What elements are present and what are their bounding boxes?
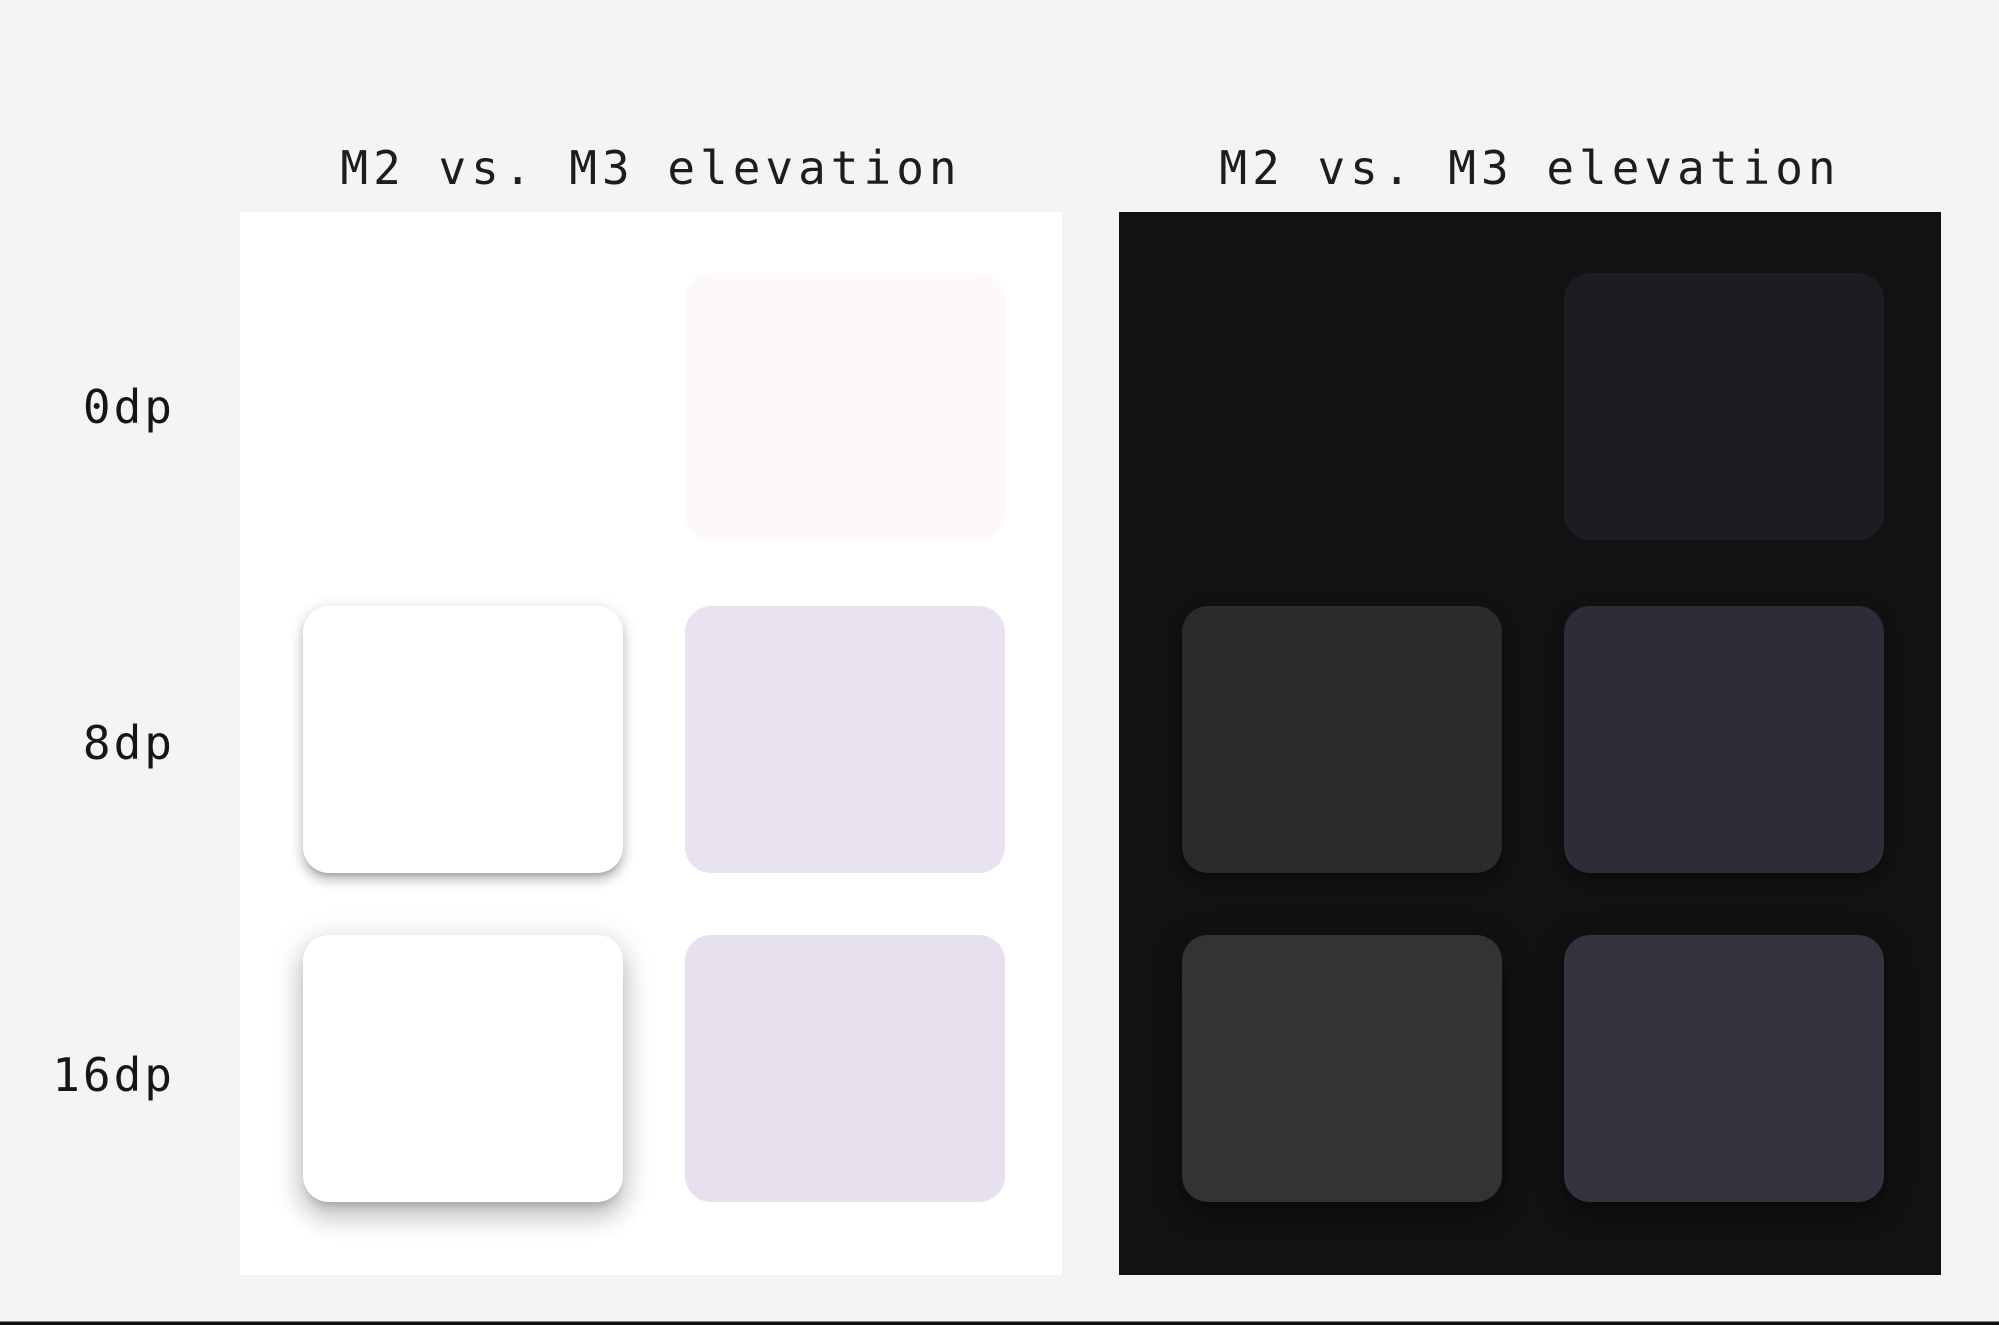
row-label-16dp: 16dp bbox=[52, 1048, 175, 1102]
row-label-0dp: 0dp bbox=[82, 380, 175, 434]
card-dark-m3-8dp bbox=[1564, 606, 1884, 873]
card-dark-m2-0dp bbox=[1182, 273, 1502, 540]
card-dark-m2-16dp bbox=[1182, 935, 1502, 1202]
dark-theme-title-line1: M2 vs. M3 elevation bbox=[1219, 141, 1841, 195]
light-theme-panel bbox=[240, 212, 1062, 1275]
card-light-m2-16dp bbox=[303, 935, 623, 1202]
bottom-edge-bar bbox=[0, 1321, 1999, 1325]
card-dark-m3-0dp bbox=[1564, 273, 1884, 540]
card-dark-m2-8dp bbox=[1182, 606, 1502, 873]
card-light-m3-16dp bbox=[685, 935, 1005, 1202]
card-light-m3-0dp bbox=[685, 273, 1005, 540]
light-theme-title-line1: M2 vs. M3 elevation bbox=[340, 141, 962, 195]
card-light-m2-0dp bbox=[303, 273, 623, 540]
card-dark-m3-16dp bbox=[1564, 935, 1884, 1202]
card-light-m2-8dp bbox=[303, 606, 623, 873]
row-label-8dp: 8dp bbox=[82, 716, 175, 770]
dark-theme-panel bbox=[1119, 212, 1941, 1275]
card-light-m3-8dp bbox=[685, 606, 1005, 873]
